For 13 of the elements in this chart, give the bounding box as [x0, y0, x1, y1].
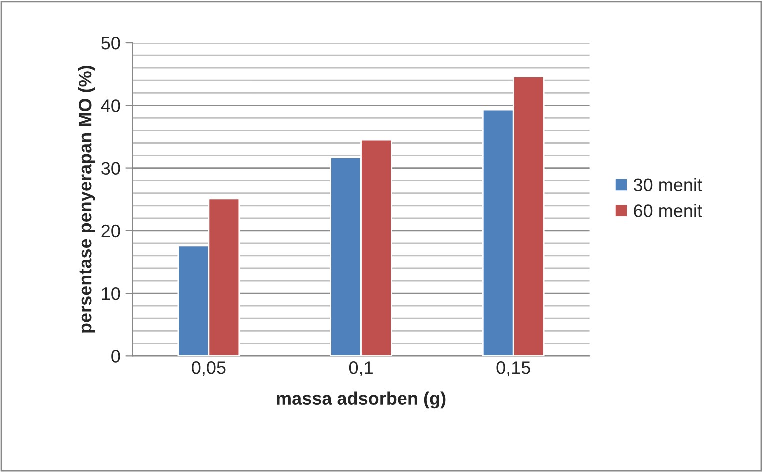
y-axis-title: persentase penyerapan MO (%): [78, 66, 96, 333]
y-tick-label: 40: [101, 100, 120, 112]
y-tick-label: 30: [102, 162, 120, 176]
legend-label: 60 menit: [634, 204, 702, 218]
y-tick-label: 50: [102, 36, 120, 50]
x-tick-label: 0,1: [349, 362, 373, 376]
y-tick-label: 20: [102, 224, 120, 238]
x-tick-label: 0,15: [496, 362, 530, 376]
legend-label: 30 menit: [634, 178, 702, 192]
y-tick-label: 0: [112, 350, 120, 363]
y-tick-label: 10: [102, 287, 120, 300]
x-tick-label: 0,05: [192, 362, 226, 376]
x-axis-title: massa adsorben (g): [277, 392, 446, 409]
